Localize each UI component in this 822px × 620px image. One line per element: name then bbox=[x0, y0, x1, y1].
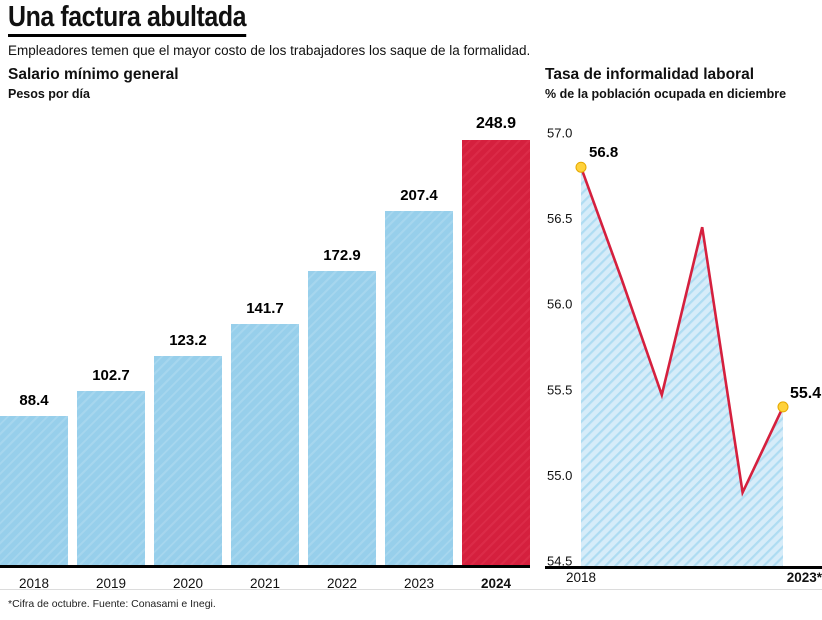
bar-value-label: 102.7 bbox=[92, 367, 130, 384]
source-note: *Cifra de octubre. Fuente: Conasami e In… bbox=[8, 598, 216, 610]
bar-2023 bbox=[385, 211, 453, 568]
bar-value-label: 123.2 bbox=[169, 332, 207, 349]
bar-2022 bbox=[308, 271, 376, 568]
line-x-tick-label: 2018 bbox=[566, 570, 596, 585]
bar-x-tick-label: 2022 bbox=[326, 576, 358, 591]
footer: *Cifra de octubre. Fuente: Conasami e In… bbox=[0, 589, 822, 620]
bar-2021 bbox=[231, 324, 299, 568]
bar-value-label: 207.4 bbox=[400, 187, 438, 204]
bar-x-tick-label: 2023 bbox=[403, 576, 435, 591]
bar-x-tick-label: 2019 bbox=[95, 576, 127, 591]
line-chart-header: Tasa de informalidad laboral % de la pob… bbox=[545, 66, 786, 101]
first-point-label: 56.8 bbox=[589, 144, 618, 161]
page-title: Una factura abultada bbox=[8, 2, 247, 37]
line-chart-title: Tasa de informalidad laboral bbox=[545, 66, 755, 83]
y-tick-label: 56.5 bbox=[547, 211, 572, 226]
bar-chart: 88.4 2018 102.7 2019 123.2 2020 141.7 2021 172.9… bbox=[0, 115, 530, 591]
bar-chart-title: Salario mínimo general bbox=[8, 66, 179, 83]
y-tick-label: 55.5 bbox=[547, 382, 572, 397]
page-subtitle: Empleadores temen que el mayor costo de … bbox=[8, 42, 531, 58]
bar-chart-subtitle: Pesos por día bbox=[8, 87, 90, 101]
informality-line bbox=[579, 166, 785, 497]
area-fill bbox=[581, 167, 783, 568]
data-point-dot bbox=[777, 401, 789, 413]
bar-chart-header: Salario mínimo general Pesos por día bbox=[8, 66, 179, 101]
bar-value-label: 141.7 bbox=[246, 300, 284, 317]
bar-x-tick-label: 2020 bbox=[172, 576, 204, 591]
bar-x-tick-label: 2018 bbox=[18, 576, 50, 591]
last-point-label: 55.4 bbox=[790, 385, 821, 402]
line-chart-subtitle: % de la población ocupada en diciembre bbox=[545, 87, 787, 101]
y-tick-label: 57.0 bbox=[547, 126, 572, 141]
bar-2024 bbox=[462, 140, 530, 568]
y-tick-label: 55.0 bbox=[547, 468, 572, 483]
bar-value-label: 172.9 bbox=[323, 247, 361, 264]
bar-2019 bbox=[77, 391, 145, 568]
bar-x-tick-label: 2021 bbox=[249, 576, 281, 591]
data-point-dot bbox=[575, 161, 587, 173]
bar-2018 bbox=[0, 416, 68, 568]
line-chart-x-axis bbox=[545, 566, 822, 569]
y-tick-label: 54.5 bbox=[547, 554, 572, 569]
bar-value-label: 248.9 bbox=[475, 115, 517, 132]
bar-2020 bbox=[154, 356, 222, 568]
y-tick-label: 56.0 bbox=[547, 297, 572, 312]
bar-value-label: 88.4 bbox=[19, 392, 49, 409]
line-x-tick-label: 2023* bbox=[787, 570, 822, 585]
header: Una factura abultada Empleadores temen q… bbox=[8, 2, 531, 58]
bar-chart-x-axis bbox=[0, 565, 530, 568]
line-chart: 54.5 55.0 55.5 56.0 56.5 57.0 56.8 55.4 2018 2023… bbox=[545, 126, 822, 585]
bar-x-tick-label: 2024 bbox=[480, 576, 512, 591]
